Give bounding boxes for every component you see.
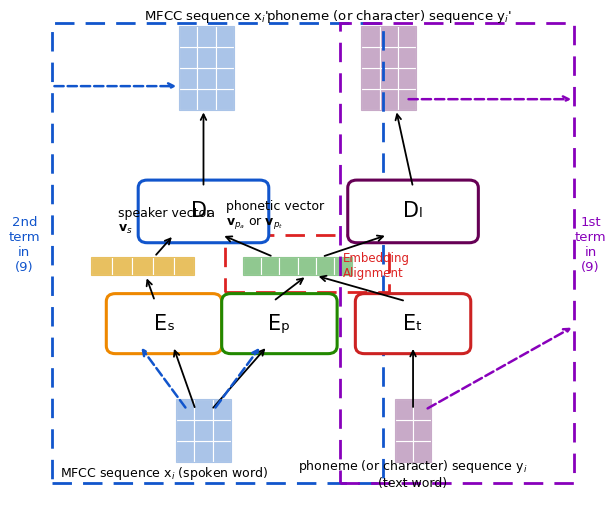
Bar [213,441,231,462]
Bar [361,26,379,47]
Bar [176,399,231,462]
FancyBboxPatch shape [106,293,221,354]
Text: Eₚ: Eₚ [268,314,290,334]
Bar [395,420,413,441]
Bar [195,399,213,420]
Text: Dₗ: Dₗ [403,201,423,221]
FancyBboxPatch shape [138,180,269,243]
Bar [379,47,398,68]
Bar [413,420,431,441]
Bar [413,399,431,420]
Bar [379,89,398,110]
FancyBboxPatch shape [348,180,478,243]
FancyBboxPatch shape [356,293,471,354]
Bar [379,26,398,47]
Bar [279,257,298,276]
FancyBboxPatch shape [221,293,337,354]
Bar [243,257,353,276]
Bar [213,420,231,441]
Bar [195,441,213,462]
Bar [216,68,234,89]
Bar [413,441,431,462]
Bar [398,89,416,110]
Bar [179,68,198,89]
Bar [176,441,195,462]
Text: Eₛ: Eₛ [154,314,174,334]
Bar [132,257,153,276]
Bar [195,420,213,441]
Text: Dₐ: Dₐ [192,201,215,221]
Bar [361,26,416,110]
Text: Eₜ: Eₜ [403,314,423,334]
Bar [198,26,216,47]
Bar [179,47,198,68]
Bar [198,68,216,89]
Bar [179,89,198,110]
Bar [379,68,398,89]
Bar [176,420,195,441]
Bar [91,257,195,276]
Bar [216,47,234,68]
Bar [112,257,132,276]
Bar [174,257,195,276]
Text: phoneme (or character) sequence y$_i$': phoneme (or character) sequence y$_i$' [266,8,512,25]
Bar [198,47,216,68]
Text: speaker vector
$\mathbf{v}_s$: speaker vector $\mathbf{v}_s$ [118,207,212,236]
Bar [243,257,261,276]
Bar [216,89,234,110]
Bar [198,89,216,110]
Bar [224,235,389,292]
Text: phoneme (or character) sequence y$_i$
(text word): phoneme (or character) sequence y$_i$ (t… [298,458,528,490]
Bar [213,399,231,420]
Text: 1st
term
in
(9): 1st term in (9) [575,216,606,275]
Bar [153,257,174,276]
Bar [398,68,416,89]
Bar [398,47,416,68]
Bar [179,26,234,110]
Bar [395,399,431,462]
Bar [340,23,574,483]
Bar [176,399,195,420]
Bar [216,26,234,47]
Text: Embedding
Alignment: Embedding Alignment [343,252,410,280]
Bar [395,399,413,420]
Bar [334,257,353,276]
Text: MFCC sequence x$_i$ (spoken word): MFCC sequence x$_i$ (spoken word) [60,466,268,482]
Bar [91,257,112,276]
Bar [395,441,413,462]
Bar [361,89,379,110]
Text: MFCC sequence x$_i$': MFCC sequence x$_i$' [144,9,269,25]
Bar [261,257,279,276]
Bar [298,257,316,276]
Text: phonetic vector
$\mathbf{v}_{p_a}$ or $\mathbf{v}_{p_t}$: phonetic vector $\mathbf{v}_{p_a}$ or $\… [226,199,324,231]
Bar [361,68,379,89]
Bar [52,23,382,483]
Text: 2nd
term
in
(9): 2nd term in (9) [9,216,40,275]
Bar [361,47,379,68]
Bar [316,257,334,276]
Bar [179,26,198,47]
Bar [398,26,416,47]
